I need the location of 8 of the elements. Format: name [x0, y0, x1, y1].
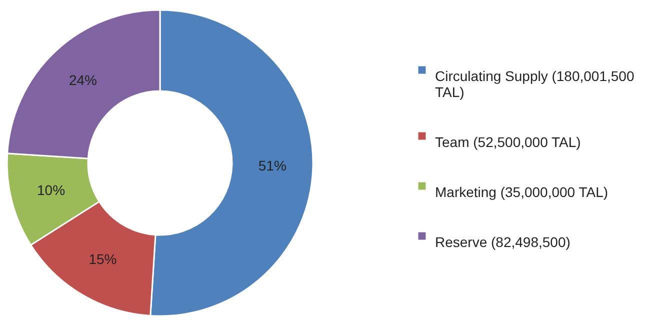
legend-label: Team (52,500,000 TAL): [435, 134, 581, 150]
legend-label: Circulating Supply (180,001,500 TAL): [435, 68, 634, 100]
data-label: 10%: [37, 182, 66, 198]
data-label: 51%: [258, 158, 286, 174]
data-label: 15%: [88, 250, 117, 267]
data-label: 24%: [68, 72, 98, 88]
legend-label: Reserve (82,498,500): [435, 234, 570, 250]
legend-label: Marketing (35,000,000 TAL): [435, 184, 608, 200]
